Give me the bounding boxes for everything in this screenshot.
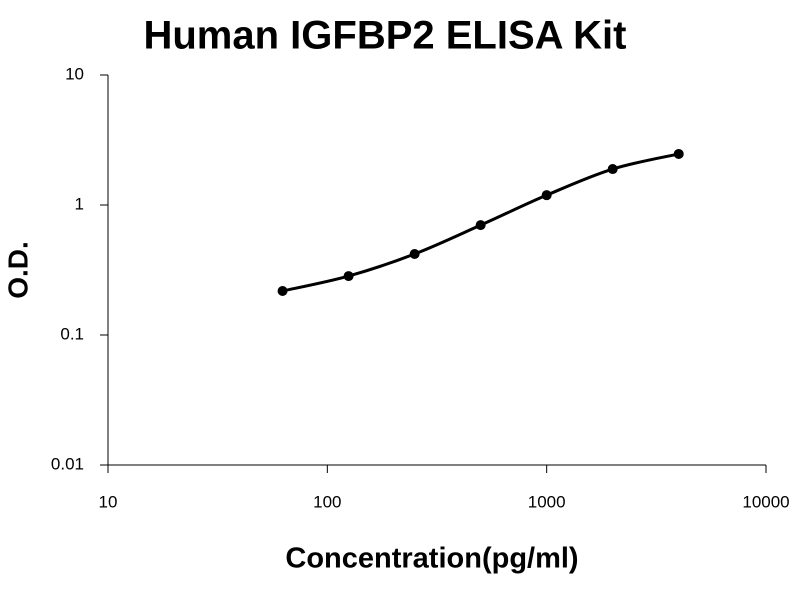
point <box>673 148 684 159</box>
y-tick-label: 0.01 <box>51 454 84 473</box>
point <box>409 248 420 259</box>
x-tick-label: 10 <box>99 492 118 511</box>
y-axis-label: O.D. <box>2 241 33 299</box>
point <box>541 190 552 201</box>
x-tick-label: 1000 <box>528 492 566 511</box>
point <box>475 220 486 231</box>
chart-title: Human IGFBP2 ELISA Kit <box>143 14 626 58</box>
y-tick-label: 0.1 <box>60 324 84 343</box>
x-tick-label: 10000 <box>742 492 789 511</box>
y-tick-label: 1 <box>75 194 84 213</box>
y-tick-label: 10 <box>65 64 84 83</box>
x-axis-label: Concentration(pg/ml) <box>285 543 578 575</box>
point <box>607 164 618 175</box>
point <box>343 271 354 282</box>
x-tick-label: 100 <box>313 492 341 511</box>
point <box>277 286 288 297</box>
